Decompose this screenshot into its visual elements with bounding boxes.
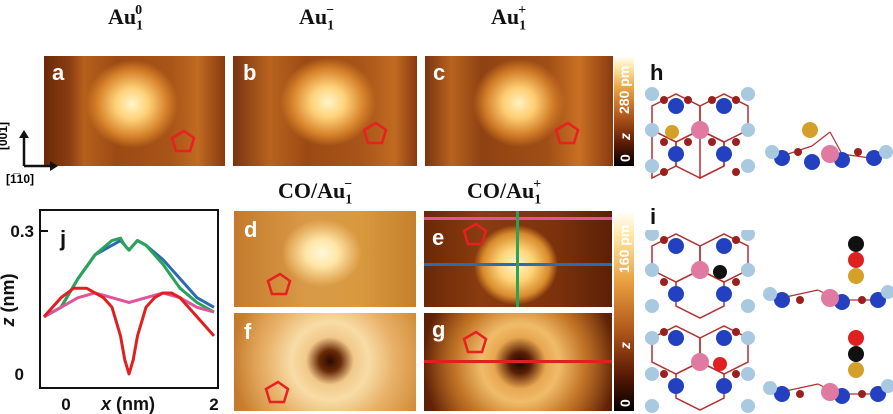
pentagon-marker [264, 380, 290, 404]
crystal-axes [19, 130, 58, 171]
colorbar-top-label: z [617, 133, 633, 140]
title-panel-d: CO/Au1− [278, 176, 353, 208]
colorbar-top: 280 pm z 0 [614, 56, 634, 166]
pentagon-marker [362, 121, 388, 145]
colorbar-bottom-max: 160 pm [616, 224, 632, 273]
xtick-label-left: 0 [61, 395, 70, 414]
colorbar-bottom-label: z [617, 342, 633, 349]
stm-image-c: c [425, 56, 613, 166]
pentagon-marker [462, 222, 488, 246]
title-panel-b: Au1− [299, 2, 335, 34]
y-axis-label: z (nm) [0, 274, 18, 328]
pentagon-marker [462, 330, 488, 354]
stm-image-g: g [424, 313, 612, 411]
profile-series-1 [43, 236, 215, 319]
stm-image-d: d [234, 211, 416, 307]
profile-series-2 [43, 291, 215, 319]
stm-image-b: b [233, 56, 417, 166]
red-line-profile [424, 360, 612, 363]
colorbar-top-max: 280 pm [616, 65, 632, 114]
axis-label-horizontal: [1̅10] [6, 172, 35, 186]
colorbar-top-min: 0 [617, 154, 633, 162]
pentagon-marker [266, 272, 292, 296]
panel-label-a: a [52, 60, 65, 85]
profile-series-3 [42, 286, 216, 376]
chart-j: j 0.3 0 z (nm) 0 2 x (nm) [0, 209, 219, 414]
chart-frame [39, 209, 219, 389]
title-panel-a: Au10 [108, 2, 144, 34]
panel-label-e: e [432, 225, 445, 250]
stm-image-e: e [424, 211, 612, 307]
panel-label-j: j [59, 226, 66, 251]
panel-label-d: d [244, 217, 258, 242]
axis-label-vertical: [001] [0, 121, 10, 150]
x-axis-label: x (nm) [100, 394, 155, 414]
title-panel-c: Au1+ [491, 2, 527, 34]
green-line-profile [516, 211, 519, 307]
panel-label-f: f [244, 319, 252, 344]
colorbar-bottom-min: 0 [617, 399, 633, 407]
panel-label-b: b [243, 60, 257, 85]
atomic-model-i [645, 230, 893, 413]
ytick-label-bottom: 0 [15, 365, 24, 384]
panel-label-h: h [650, 60, 664, 85]
title-panel-e: CO/Au1+ [467, 176, 542, 208]
colorbar-bottom: 160 pm z 0 [614, 211, 634, 411]
atomic-model-h [645, 87, 893, 180]
panel-label-i: i [650, 204, 657, 229]
stm-image-a: a [44, 56, 225, 166]
stm-image-f: f [234, 313, 416, 411]
panel-label-g: g [432, 317, 446, 342]
panel-label-c: c [433, 60, 446, 85]
pentagon-marker [554, 121, 580, 145]
pentagon-marker [170, 129, 196, 153]
ytick-label-top: 0.3 [10, 222, 34, 241]
xtick-label-right: 2 [209, 395, 218, 414]
